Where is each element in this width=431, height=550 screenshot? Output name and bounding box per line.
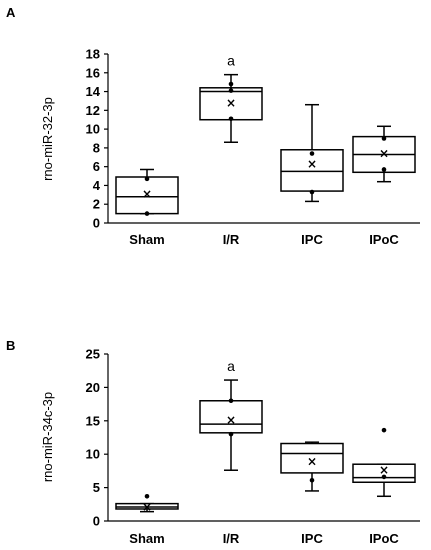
y-tick-label: 25 (86, 347, 100, 362)
box-ipc: × (280, 441, 344, 492)
data-point (144, 176, 150, 182)
chart-panel-b: B 0 5 10 15 20 25 rno-miR-34c-3p Sham I/R IPC IPoC ×… (6, 338, 420, 546)
box-iqr (280, 442, 344, 474)
mean-marker: × (307, 157, 317, 171)
y-tick-label: 12 (86, 103, 100, 118)
x-category-label: I/R (223, 531, 240, 546)
y-tick-label: 2 (93, 197, 100, 212)
significance-annotation: a (227, 53, 235, 69)
y-tick-label: 10 (86, 122, 100, 137)
data-point (381, 427, 387, 433)
panel-label: A (6, 5, 16, 20)
y-axis-title: rno-miR-34c-3p (40, 392, 55, 482)
data-point (144, 493, 150, 499)
x-category-label: IPC (301, 531, 323, 546)
data-point (381, 167, 387, 172)
x-category-label: IPC (301, 232, 323, 247)
y-tick-label: 0 (93, 216, 100, 231)
y-tick-label: 4 (93, 178, 101, 193)
mean-marker: × (379, 147, 389, 161)
mean-marker: × (142, 500, 152, 514)
box-ipoc: × (352, 125, 416, 183)
y-tick-label: 16 (86, 65, 100, 80)
box-i-r: × (199, 379, 263, 471)
data-point (228, 398, 234, 404)
data-point (309, 151, 315, 156)
data-point (228, 116, 234, 122)
box-sham: × (115, 168, 179, 216)
box-iqr (115, 176, 179, 215)
data-point (228, 81, 234, 87)
y-tick-label: 5 (93, 480, 100, 495)
x-category-label: I/R (223, 232, 240, 247)
box-sham: × (115, 493, 179, 514)
x-category-label: Sham (129, 232, 164, 247)
x-category-label: IPoC (369, 232, 399, 247)
x-category-label: Sham (129, 531, 164, 546)
mean-marker: × (226, 413, 236, 427)
data-point (309, 477, 315, 483)
data-point (144, 211, 150, 216)
data-point (381, 136, 387, 141)
y-tick-label: 0 (93, 514, 100, 529)
x-category-label: IPoC (369, 531, 399, 546)
data-point (228, 431, 234, 437)
y-tick-label: 18 (86, 47, 100, 62)
data-point (309, 189, 315, 195)
y-tick-label: 8 (93, 140, 100, 155)
significance-annotation: a (227, 358, 235, 374)
box-ipc: × (280, 103, 344, 203)
chart-panel-a: A 0 2 4 6 8 10 12 14 16 18 rno-miR-32-3p Sham I/R IPC I… (6, 5, 420, 247)
y-tick-label: 6 (93, 159, 100, 174)
mean-marker: × (379, 463, 389, 477)
box-ipoc: × (352, 427, 416, 498)
y-tick-label: 15 (86, 413, 100, 428)
y-tick-label: 20 (86, 380, 100, 395)
y-axis-title: rno-miR-32-3p (40, 97, 55, 181)
box-iqr (199, 87, 263, 121)
data-point (228, 88, 234, 93)
mean-marker: × (226, 96, 236, 110)
data-point (381, 474, 387, 480)
mean-marker: × (142, 187, 152, 201)
mean-marker: × (307, 455, 317, 469)
panel-label: B (6, 338, 15, 353)
y-tick-label: 14 (86, 84, 101, 99)
y-tick-label: 10 (86, 447, 100, 462)
box-i-r: × (199, 73, 263, 144)
